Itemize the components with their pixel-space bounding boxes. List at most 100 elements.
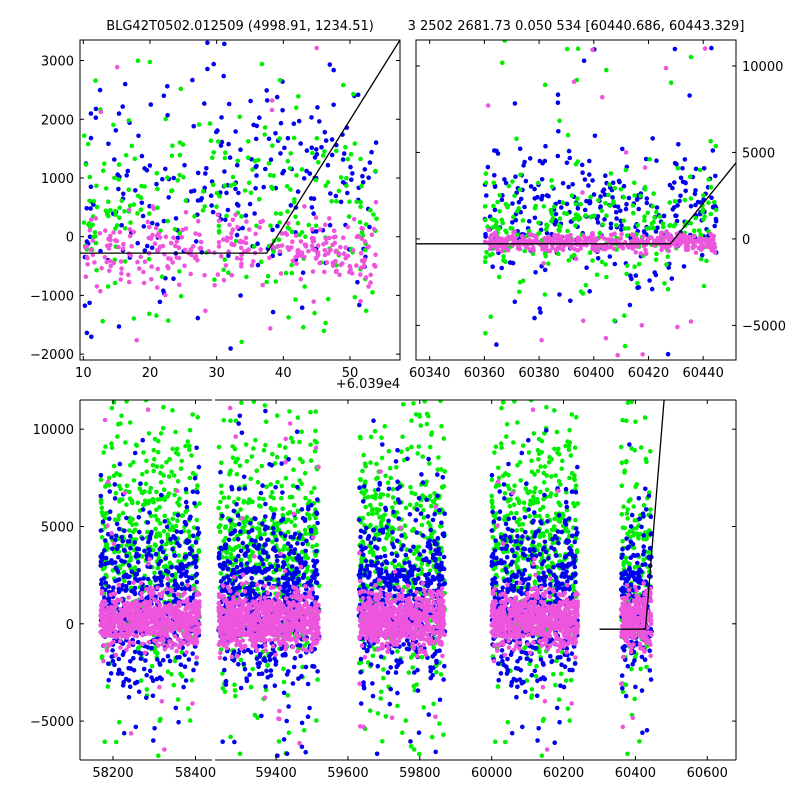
data-point [277,220,282,225]
data-point [322,269,327,275]
data-point [710,247,716,253]
data-point [358,298,363,304]
data-point [98,581,104,587]
data-point [94,204,100,210]
data-point [571,79,577,84]
data-point [183,573,189,579]
data-point [157,592,162,597]
data-point [314,511,320,516]
data-point [253,136,259,142]
data-point [162,647,168,652]
data-point [359,183,364,189]
data-point [491,238,496,243]
data-point [305,576,311,581]
data-point [112,175,117,181]
data-point [111,541,117,546]
data-point [610,195,615,200]
data-point [541,261,546,266]
data-point [552,235,557,241]
data-point [280,490,285,495]
data-point [307,499,312,504]
data-point [510,201,515,206]
data-point [543,143,548,149]
data-point [144,624,150,630]
data-point [621,183,627,189]
data-point [120,510,126,516]
data-point [253,594,259,599]
data-point [642,187,648,192]
data-point [575,196,580,202]
data-point [202,273,207,278]
data-point [282,145,287,151]
data-point [182,162,187,168]
data-point [222,169,227,174]
data-point [257,527,262,532]
data-point [104,259,109,265]
data-point [518,196,524,202]
data-point [187,718,193,723]
data-point [283,270,289,276]
data-point [630,232,636,238]
data-point [255,262,261,268]
data-point [103,484,108,489]
data-point [233,418,239,424]
data-point [665,351,671,357]
data-point [311,524,317,529]
data-point [649,235,654,240]
data-point [135,240,140,246]
data-point [146,256,152,262]
data-point [214,190,220,196]
data-point [499,248,505,254]
data-point [116,324,122,329]
data-point [135,500,141,506]
data-point [230,586,236,591]
data-point [292,571,298,577]
data-point [85,255,90,261]
data-point [675,203,680,208]
data-point [603,262,608,267]
data-point [183,486,189,492]
data-point [359,225,364,231]
data-point [235,224,240,230]
data-point [124,647,129,652]
data-point [285,158,291,164]
data-point [124,483,130,489]
data-point [157,496,163,502]
data-point [180,227,185,233]
data-point [300,270,306,276]
data-point [154,624,159,630]
data-point [170,625,175,631]
data-point [371,212,376,217]
data-point [293,297,298,302]
data-point [138,678,144,683]
data-point [157,533,163,538]
data-point [218,579,224,584]
data-point [254,468,260,474]
tl-ytick-label: 0 [66,231,74,246]
data-point [244,544,250,550]
data-point [250,666,255,672]
data-point [121,241,126,247]
data-point [575,46,581,51]
data-point [595,220,601,225]
data-point [630,203,636,208]
data-point [248,684,254,690]
data-point [138,580,144,586]
data-point [334,263,339,268]
data-point [250,549,255,555]
data-point [621,195,626,200]
data-point [549,239,554,245]
data-point [680,166,685,171]
data-point [281,666,286,672]
data-point [300,459,305,465]
data-point [240,540,246,546]
data-point [189,548,195,553]
data-point [142,617,147,623]
data-point [569,254,574,259]
data-point [99,535,105,540]
data-point [149,277,154,282]
data-point [266,161,272,166]
data-point [583,282,589,288]
data-point [219,490,224,496]
data-point [313,530,319,536]
